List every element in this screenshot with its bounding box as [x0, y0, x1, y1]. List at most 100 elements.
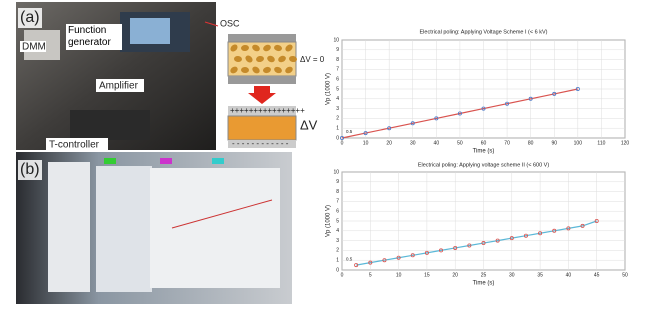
y-tick-label: 7 — [336, 67, 339, 73]
data-point — [410, 253, 415, 258]
y-tick-label: 6 — [336, 77, 339, 83]
electrode — [228, 76, 296, 84]
y-axis-label: Vp (1000 V) — [326, 205, 332, 237]
x-tick-label: 5 — [369, 272, 372, 278]
dipole — [263, 66, 271, 74]
dipole — [274, 66, 282, 74]
y-tick-label: 0 — [336, 135, 339, 141]
data-point — [457, 111, 462, 116]
tab — [212, 158, 224, 164]
y-tick-label: 8 — [336, 57, 339, 63]
panel-label: (a) — [20, 9, 40, 26]
dipole — [256, 55, 264, 63]
tab — [104, 158, 116, 164]
dipole — [245, 55, 253, 63]
x-tick-label: 40 — [566, 272, 572, 278]
data-point — [528, 96, 533, 101]
dipole — [285, 44, 293, 52]
charge-row: ++++++++++++++++ — [230, 106, 305, 115]
diagram-label: ΔV = 0 — [300, 55, 325, 64]
screen-plot — [171, 199, 273, 229]
data-line — [356, 220, 597, 266]
photo-label: T-controller — [49, 140, 100, 151]
y-tick-label: 0 — [336, 267, 339, 273]
label-bg — [46, 138, 108, 151]
x-axis-label: Time (s) — [473, 149, 495, 155]
chart-title: Electrical poling: Applying voltage sche… — [418, 162, 549, 168]
x-tick-label: 20 — [452, 272, 458, 278]
window — [48, 162, 90, 292]
diagram-label: ΔV — [300, 117, 318, 132]
y-tick-label: 5 — [336, 86, 339, 92]
x-tick-label: 60 — [481, 140, 487, 146]
x-tick-label: 30 — [509, 272, 515, 278]
y-tick-label: 1 — [336, 126, 339, 132]
x-tick-label: 90 — [551, 140, 557, 146]
arrow — [248, 86, 276, 104]
y-tick-label: 7 — [336, 199, 339, 205]
y-tick-label: 6 — [336, 209, 339, 215]
photo-label: Function generator — [66, 24, 122, 50]
data-point — [396, 255, 401, 260]
x-tick-label: 50 — [457, 140, 463, 146]
electrode — [228, 106, 296, 116]
dipole — [234, 55, 242, 63]
y-tick-label: 4 — [336, 96, 339, 102]
y-tick-label: 4 — [336, 228, 339, 234]
label-bg — [18, 8, 42, 28]
x-tick-label: 50 — [622, 272, 628, 278]
data-point — [594, 218, 599, 223]
data-point — [410, 121, 415, 126]
data-point — [481, 241, 486, 246]
dipole — [274, 44, 282, 52]
tab — [160, 158, 172, 164]
label-bg — [96, 79, 144, 92]
dipole — [263, 44, 271, 52]
dipole — [285, 66, 293, 74]
photo-label: OSC — [220, 18, 240, 28]
data-point — [382, 258, 387, 263]
data-point — [467, 243, 472, 248]
x-tick-label: 70 — [504, 140, 510, 146]
electrode — [228, 140, 296, 148]
data-point — [453, 245, 458, 250]
x-tick-label: 0 — [341, 140, 344, 146]
dipole — [278, 55, 286, 63]
y-tick-label: 8 — [336, 189, 339, 195]
x-tick-label: 10 — [396, 272, 402, 278]
annotation: 0.5 — [346, 256, 353, 261]
annotation: 0.5 — [346, 129, 353, 134]
data-point — [363, 131, 368, 136]
bench — [70, 110, 150, 140]
y-axis-label: Vp (1000 V) — [326, 73, 332, 105]
y-tick-label: 3 — [336, 238, 339, 244]
y-tick-label: 3 — [336, 106, 339, 112]
y-tick-label: 1 — [336, 258, 339, 264]
x-tick-label: 40 — [434, 140, 440, 146]
dipole — [241, 66, 249, 74]
data-point — [523, 233, 528, 238]
film-poled — [227, 115, 297, 141]
x-tick-label: 100 — [574, 140, 583, 146]
x-tick-label: 30 — [410, 140, 416, 146]
label-bg — [18, 160, 42, 180]
dipole — [230, 66, 238, 74]
data-point — [434, 116, 439, 121]
y-tick-label: 10 — [333, 169, 339, 175]
data-point — [424, 250, 429, 255]
x-tick-label: 35 — [537, 272, 543, 278]
dipole — [267, 55, 275, 63]
dipole — [252, 44, 260, 52]
data-point — [339, 135, 344, 140]
window — [96, 166, 152, 292]
data-point — [538, 231, 543, 236]
data-point — [387, 126, 392, 131]
y-tick-label: 9 — [336, 179, 339, 185]
electrode — [228, 34, 296, 42]
x-tick-label: 25 — [481, 272, 487, 278]
data-point — [580, 223, 585, 228]
dipole — [230, 44, 238, 52]
y-tick-label: 2 — [336, 248, 339, 254]
panel-label: (b) — [20, 161, 40, 178]
